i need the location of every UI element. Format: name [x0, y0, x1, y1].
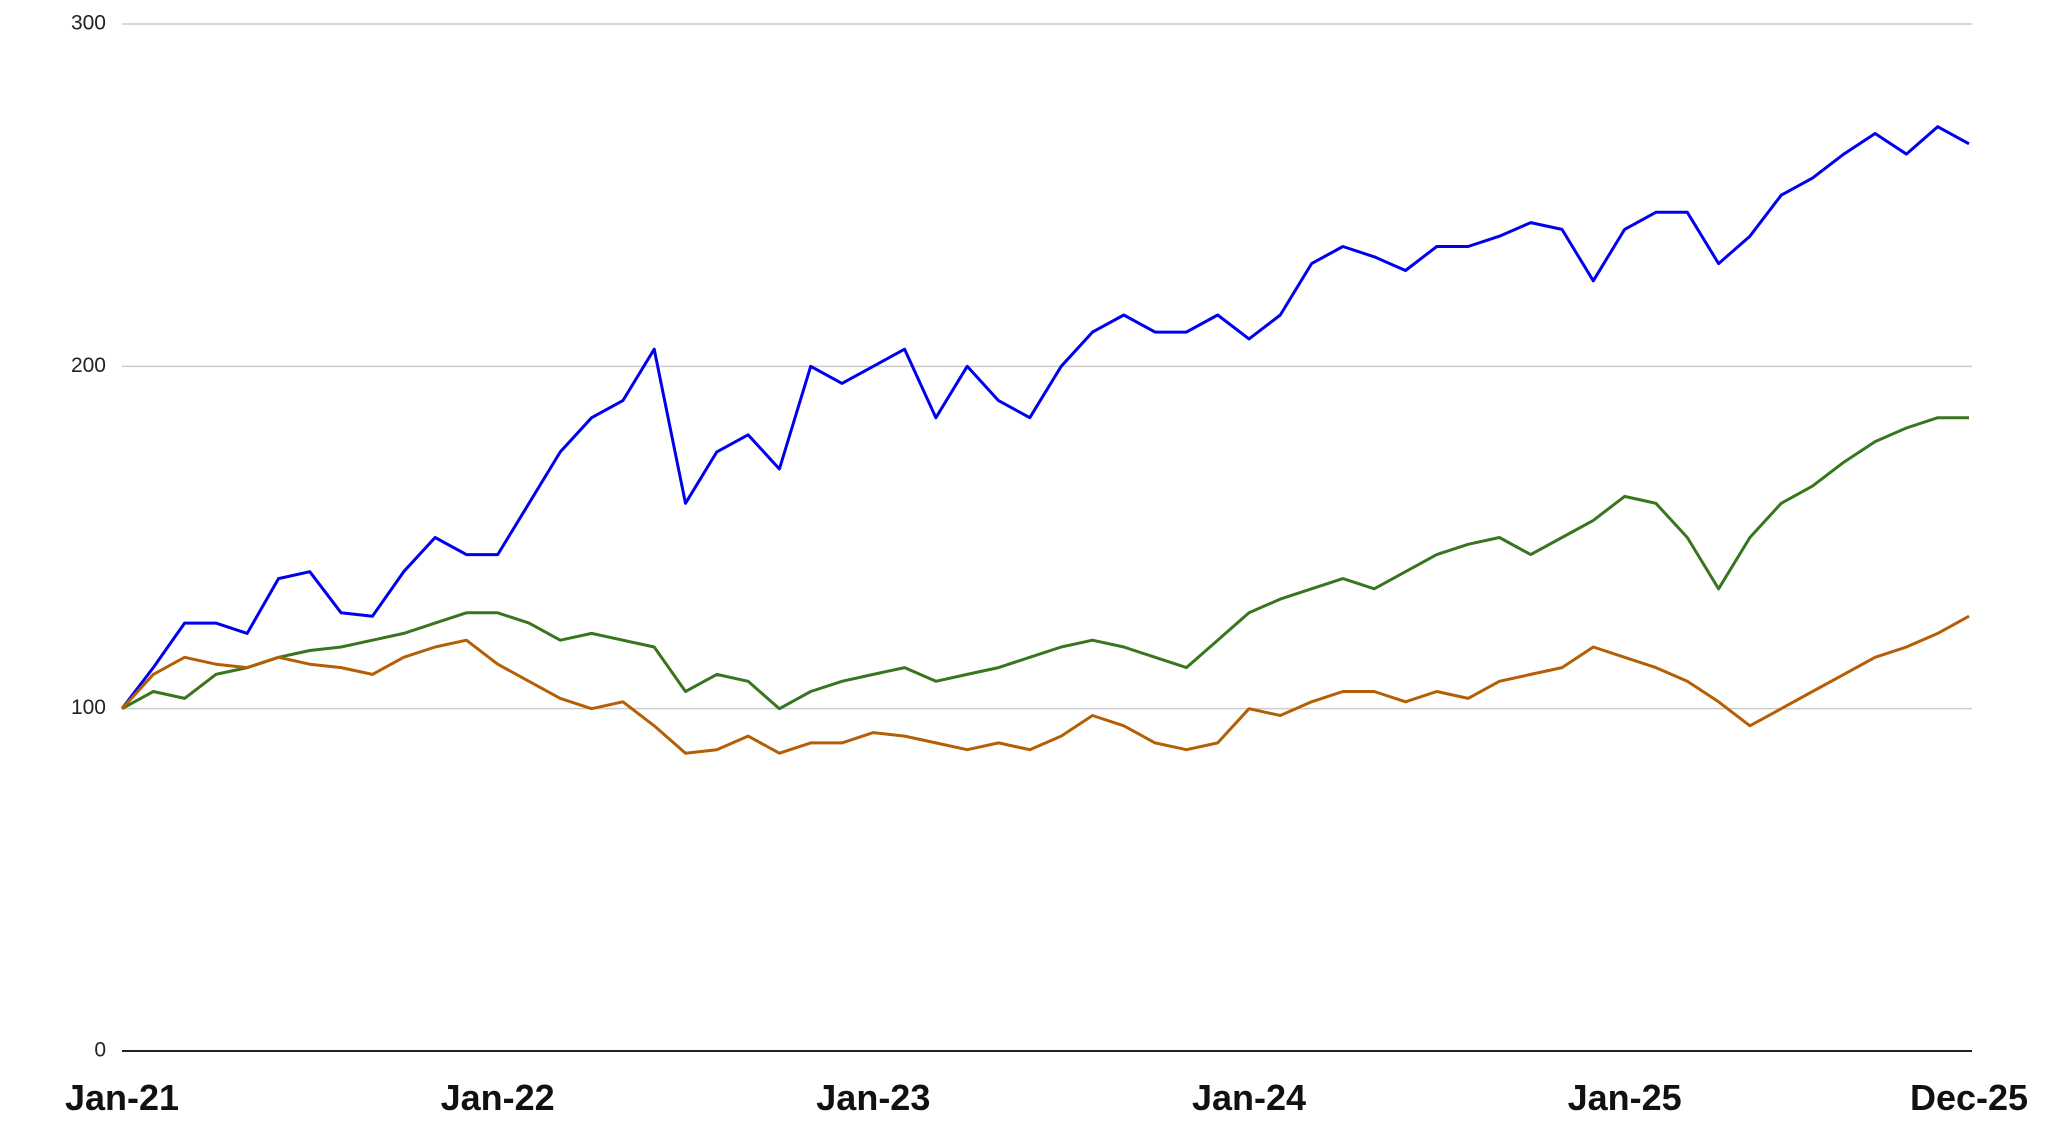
x-tick-label: Dec-25 [1910, 1077, 2028, 1118]
x-tick-label: Jan-25 [1568, 1077, 1682, 1118]
line-series [120, 125, 1970, 710]
y-tick-label: 0 [94, 1039, 106, 1062]
y-tick-label: 200 [71, 354, 106, 377]
x-tick-label: Jan-23 [816, 1077, 930, 1118]
line-series [121, 416, 1969, 711]
x-tick-label: Jan-21 [65, 1077, 179, 1118]
y-tick-label: 100 [71, 696, 106, 719]
x-tick-label: Jan-22 [441, 1077, 555, 1118]
x-tick-label: Jan-24 [1192, 1077, 1306, 1118]
y-tick-label: 300 [71, 12, 106, 35]
line-series [120, 614, 1970, 755]
